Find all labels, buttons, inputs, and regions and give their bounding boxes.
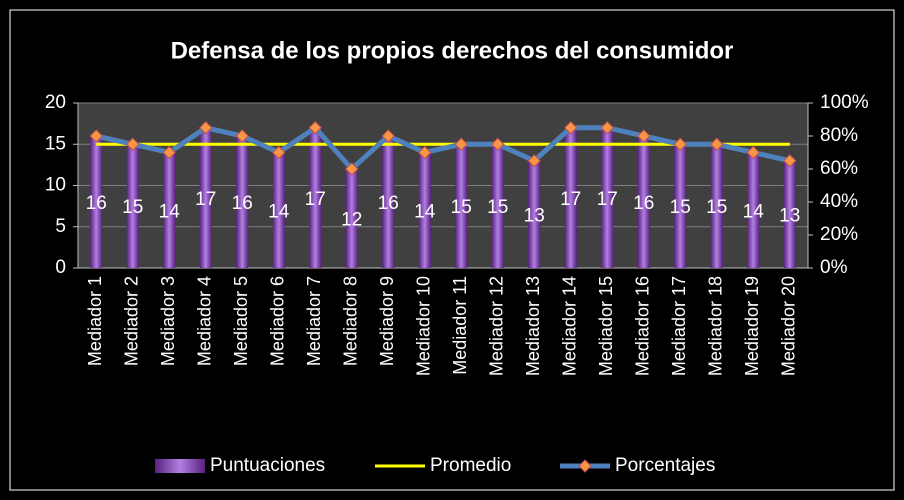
x-tick-label: Mediador 8	[341, 276, 361, 366]
marker	[126, 137, 140, 151]
y2-tick-label: 60%	[820, 158, 858, 179]
data-label: 15	[487, 197, 508, 218]
x-tick-label: Mediador 15	[596, 276, 616, 376]
legend-label: Promedio	[430, 455, 511, 476]
bar	[674, 144, 687, 268]
x-tick-label: Mediador 3	[158, 276, 178, 366]
data-label: 15	[706, 197, 727, 218]
y2-tick-label: 100%	[820, 92, 869, 113]
x-tick-label: Mediador 13	[523, 276, 543, 376]
bar	[528, 160, 541, 268]
y2-tick-label: 20%	[820, 224, 858, 245]
data-label: 17	[195, 189, 216, 210]
bar	[637, 136, 650, 268]
bar	[601, 127, 614, 268]
marker	[710, 137, 724, 151]
x-tick-label: Mediador 19	[742, 276, 762, 376]
bar	[783, 160, 796, 268]
marker	[235, 129, 249, 143]
data-label: 14	[159, 201, 181, 222]
y-tick-label: 20	[45, 92, 66, 113]
x-tick-label: Mediador 2	[122, 276, 142, 366]
data-label: 14	[414, 201, 436, 222]
data-label: 17	[560, 189, 581, 210]
bar	[491, 144, 504, 268]
bar	[272, 152, 285, 268]
bar	[236, 136, 249, 268]
marker	[272, 145, 286, 160]
data-label: 17	[305, 189, 326, 210]
data-label: 16	[633, 193, 654, 214]
legend-swatch	[155, 459, 205, 473]
data-label: 14	[268, 201, 290, 222]
data-label: 16	[378, 193, 399, 214]
bar	[455, 144, 468, 268]
x-tick-label: Mediador 20	[779, 276, 799, 376]
x-tick-label: Mediador 14	[560, 276, 580, 376]
x-tick-label: Mediador 9	[377, 276, 397, 366]
data-label: 16	[232, 193, 253, 214]
bar	[309, 127, 322, 268]
x-tick-label: Mediador 1	[85, 276, 105, 366]
bar	[418, 152, 431, 268]
x-tick-label: Mediador 6	[268, 276, 288, 366]
legend-label: Puntuaciones	[210, 455, 325, 476]
x-tick-label: Mediador 17	[669, 276, 689, 376]
x-tick-label: Mediador 7	[304, 276, 324, 366]
x-tick-label: Mediador 11	[450, 276, 470, 375]
legend-label: Porcentajes	[615, 455, 715, 476]
marker	[564, 121, 578, 135]
bar	[126, 144, 139, 268]
data-label: 13	[779, 205, 800, 226]
marker	[308, 121, 322, 135]
bar	[382, 136, 395, 268]
x-tick-label: Mediador 10	[414, 276, 434, 376]
marker	[89, 129, 103, 143]
x-tick-label: Mediador 18	[706, 276, 726, 376]
data-label: 14	[743, 201, 765, 222]
marker	[783, 154, 797, 168]
x-tick-label: Mediador 16	[633, 276, 653, 376]
marker	[162, 145, 176, 160]
marker	[637, 129, 651, 143]
data-label: 12	[341, 210, 362, 231]
y-tick-label: 10	[45, 175, 66, 196]
line	[95, 124, 791, 173]
x-tick-label: Mediador 5	[231, 276, 251, 366]
data-label: 15	[670, 197, 691, 218]
y-tick-label: 5	[55, 216, 66, 237]
legend-marker	[578, 459, 592, 473]
y-tick-label: 0	[55, 257, 66, 278]
marker	[527, 154, 541, 168]
data-label: 15	[451, 197, 472, 218]
chart-title: Defensa de los propios derechos del cons…	[171, 37, 734, 64]
data-label: 13	[524, 205, 545, 226]
y2-tick-label: 40%	[820, 191, 858, 212]
bar	[345, 169, 358, 268]
marker	[345, 162, 359, 176]
marker	[746, 145, 760, 160]
marker	[199, 121, 213, 135]
bar	[199, 127, 212, 268]
marker	[418, 145, 432, 160]
marker	[454, 137, 468, 151]
data-label: 17	[597, 189, 618, 210]
data-label: 15	[122, 197, 143, 218]
bar	[710, 144, 723, 268]
bar	[90, 136, 103, 268]
x-tick-label: Mediador 4	[195, 276, 215, 366]
marker	[600, 121, 614, 135]
marker	[381, 129, 395, 143]
marker	[491, 137, 505, 151]
y-tick-label: 15	[45, 133, 66, 154]
data-label: 16	[86, 193, 107, 214]
bar	[564, 127, 577, 268]
bar	[747, 152, 760, 268]
y2-tick-label: 80%	[820, 125, 858, 146]
x-tick-label: Mediador 12	[487, 276, 507, 376]
y2-tick-label: 0%	[820, 257, 848, 278]
bar	[163, 152, 176, 268]
marker	[673, 137, 687, 151]
